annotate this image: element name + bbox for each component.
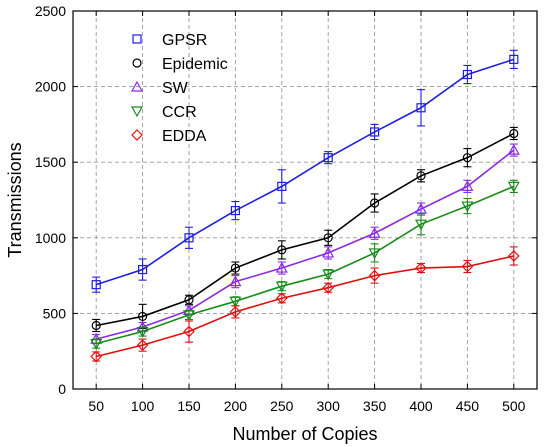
y-tick-label: 0	[58, 381, 66, 397]
series-line-ccr	[95, 185, 515, 345]
data-point-edda	[90, 350, 103, 363]
x-tick-label: 50	[88, 398, 104, 414]
x-tick-label: 450	[456, 398, 480, 414]
series-line-sw	[95, 149, 515, 340]
x-tick-label: 300	[317, 398, 341, 414]
data-point-epidemic	[184, 295, 194, 305]
legend-marker	[130, 80, 144, 92]
data-point-epidemic	[370, 198, 380, 208]
data-point-sw	[461, 180, 474, 191]
data-point-epidemic	[323, 233, 333, 243]
data-point-sw	[229, 275, 242, 287]
data-point-epidemic	[138, 311, 148, 322]
x-axis-title: Number of Copies	[232, 424, 377, 444]
data-point-edda	[275, 292, 288, 305]
data-point-edda	[415, 262, 427, 274]
x-tick-label: 250	[270, 398, 294, 414]
legend-label: SW	[162, 80, 189, 97]
legend-marker	[132, 34, 142, 44]
legend-marker	[130, 106, 144, 118]
legend-item-ccr: CCR	[130, 104, 197, 121]
legend-label: Epidemic	[162, 56, 228, 73]
x-tick-label: 500	[502, 398, 526, 414]
legend-marker	[132, 58, 142, 68]
plot-frame	[72, 10, 538, 390]
data-point-sw	[322, 246, 335, 258]
x-tick-label: 150	[177, 398, 201, 414]
series-line-edda	[96, 255, 514, 358]
data-point-edda	[368, 269, 381, 282]
data-point-ccr	[229, 296, 242, 308]
y-tick-label: 1000	[35, 230, 66, 246]
data-point-epidemic	[462, 153, 472, 163]
data-point-gpsr	[138, 264, 148, 275]
data-point-edda	[461, 260, 474, 273]
y-axis-title: Transmissions	[5, 142, 25, 257]
x-tick-label: 350	[363, 398, 387, 414]
data-point-ccr	[136, 326, 149, 338]
legend: GPSR Epidemic SW CCR EDDA	[130, 32, 228, 145]
data-point-gpsr	[323, 153, 333, 163]
data-point-edda	[229, 306, 242, 318]
series-line-epidemic	[96, 132, 515, 327]
legend-item-sw: SW	[130, 80, 189, 97]
y-tick-label: 2500	[35, 3, 66, 19]
legend-marker	[131, 129, 143, 141]
data-point-ccr	[507, 181, 520, 193]
data-point-ccr	[414, 219, 428, 231]
legend-label: CCR	[162, 104, 197, 121]
data-point-ccr	[90, 339, 103, 350]
x-tick-label: 400	[409, 398, 433, 414]
data-point-epidemic	[230, 263, 240, 273]
data-point-edda	[183, 325, 195, 338]
series-gpsr	[91, 49, 519, 293]
legend-item-edda: EDDA	[131, 128, 207, 145]
data-point-gpsr	[277, 181, 287, 191]
data-point-sw	[275, 261, 288, 273]
series-epidemic	[91, 126, 519, 333]
data-point-ccr	[322, 269, 335, 281]
data-point-epidemic	[91, 320, 101, 331]
series-sw	[90, 143, 520, 345]
data-point-ccr	[275, 281, 288, 293]
x-tick-label: 200	[224, 398, 248, 414]
data-point-ccr	[461, 201, 474, 213]
series-layer	[90, 49, 520, 363]
data-point-ccr	[368, 248, 381, 260]
data-point-gpsr	[370, 127, 380, 137]
data-point-epidemic	[277, 245, 287, 255]
legend-label: GPSR	[162, 32, 207, 49]
y-tick-label: 1500	[35, 154, 66, 170]
data-point-epidemic	[509, 128, 519, 139]
data-point-edda	[322, 281, 335, 294]
y-tick-label: 2000	[35, 79, 66, 95]
legend-item-gpsr: GPSR	[132, 32, 207, 49]
data-point-ccr	[182, 310, 196, 322]
legend-label: EDDA	[162, 128, 207, 145]
series-line-gpsr	[95, 58, 515, 286]
data-point-gpsr	[509, 54, 519, 64]
data-point-gpsr	[462, 69, 472, 80]
data-point-gpsr	[184, 233, 194, 243]
series-ccr	[90, 179, 520, 350]
data-point-gpsr	[230, 205, 240, 216]
ticks: 50 100 150 200 250 300 350 400 450 500 0 500 1000 150…	[35, 3, 537, 414]
data-point-epidemic	[416, 171, 426, 181]
data-point-gpsr	[91, 280, 101, 290]
series-edda	[90, 246, 520, 363]
data-point-sw	[368, 227, 381, 238]
data-point-gpsr	[416, 103, 426, 113]
data-point-edda	[136, 339, 149, 352]
legend-item-epidemic: Epidemic	[132, 56, 228, 73]
data-point-edda	[507, 250, 520, 262]
data-point-sw	[507, 143, 520, 155]
y-tick-label: 500	[43, 305, 67, 321]
x-tick-label: 100	[131, 398, 155, 414]
